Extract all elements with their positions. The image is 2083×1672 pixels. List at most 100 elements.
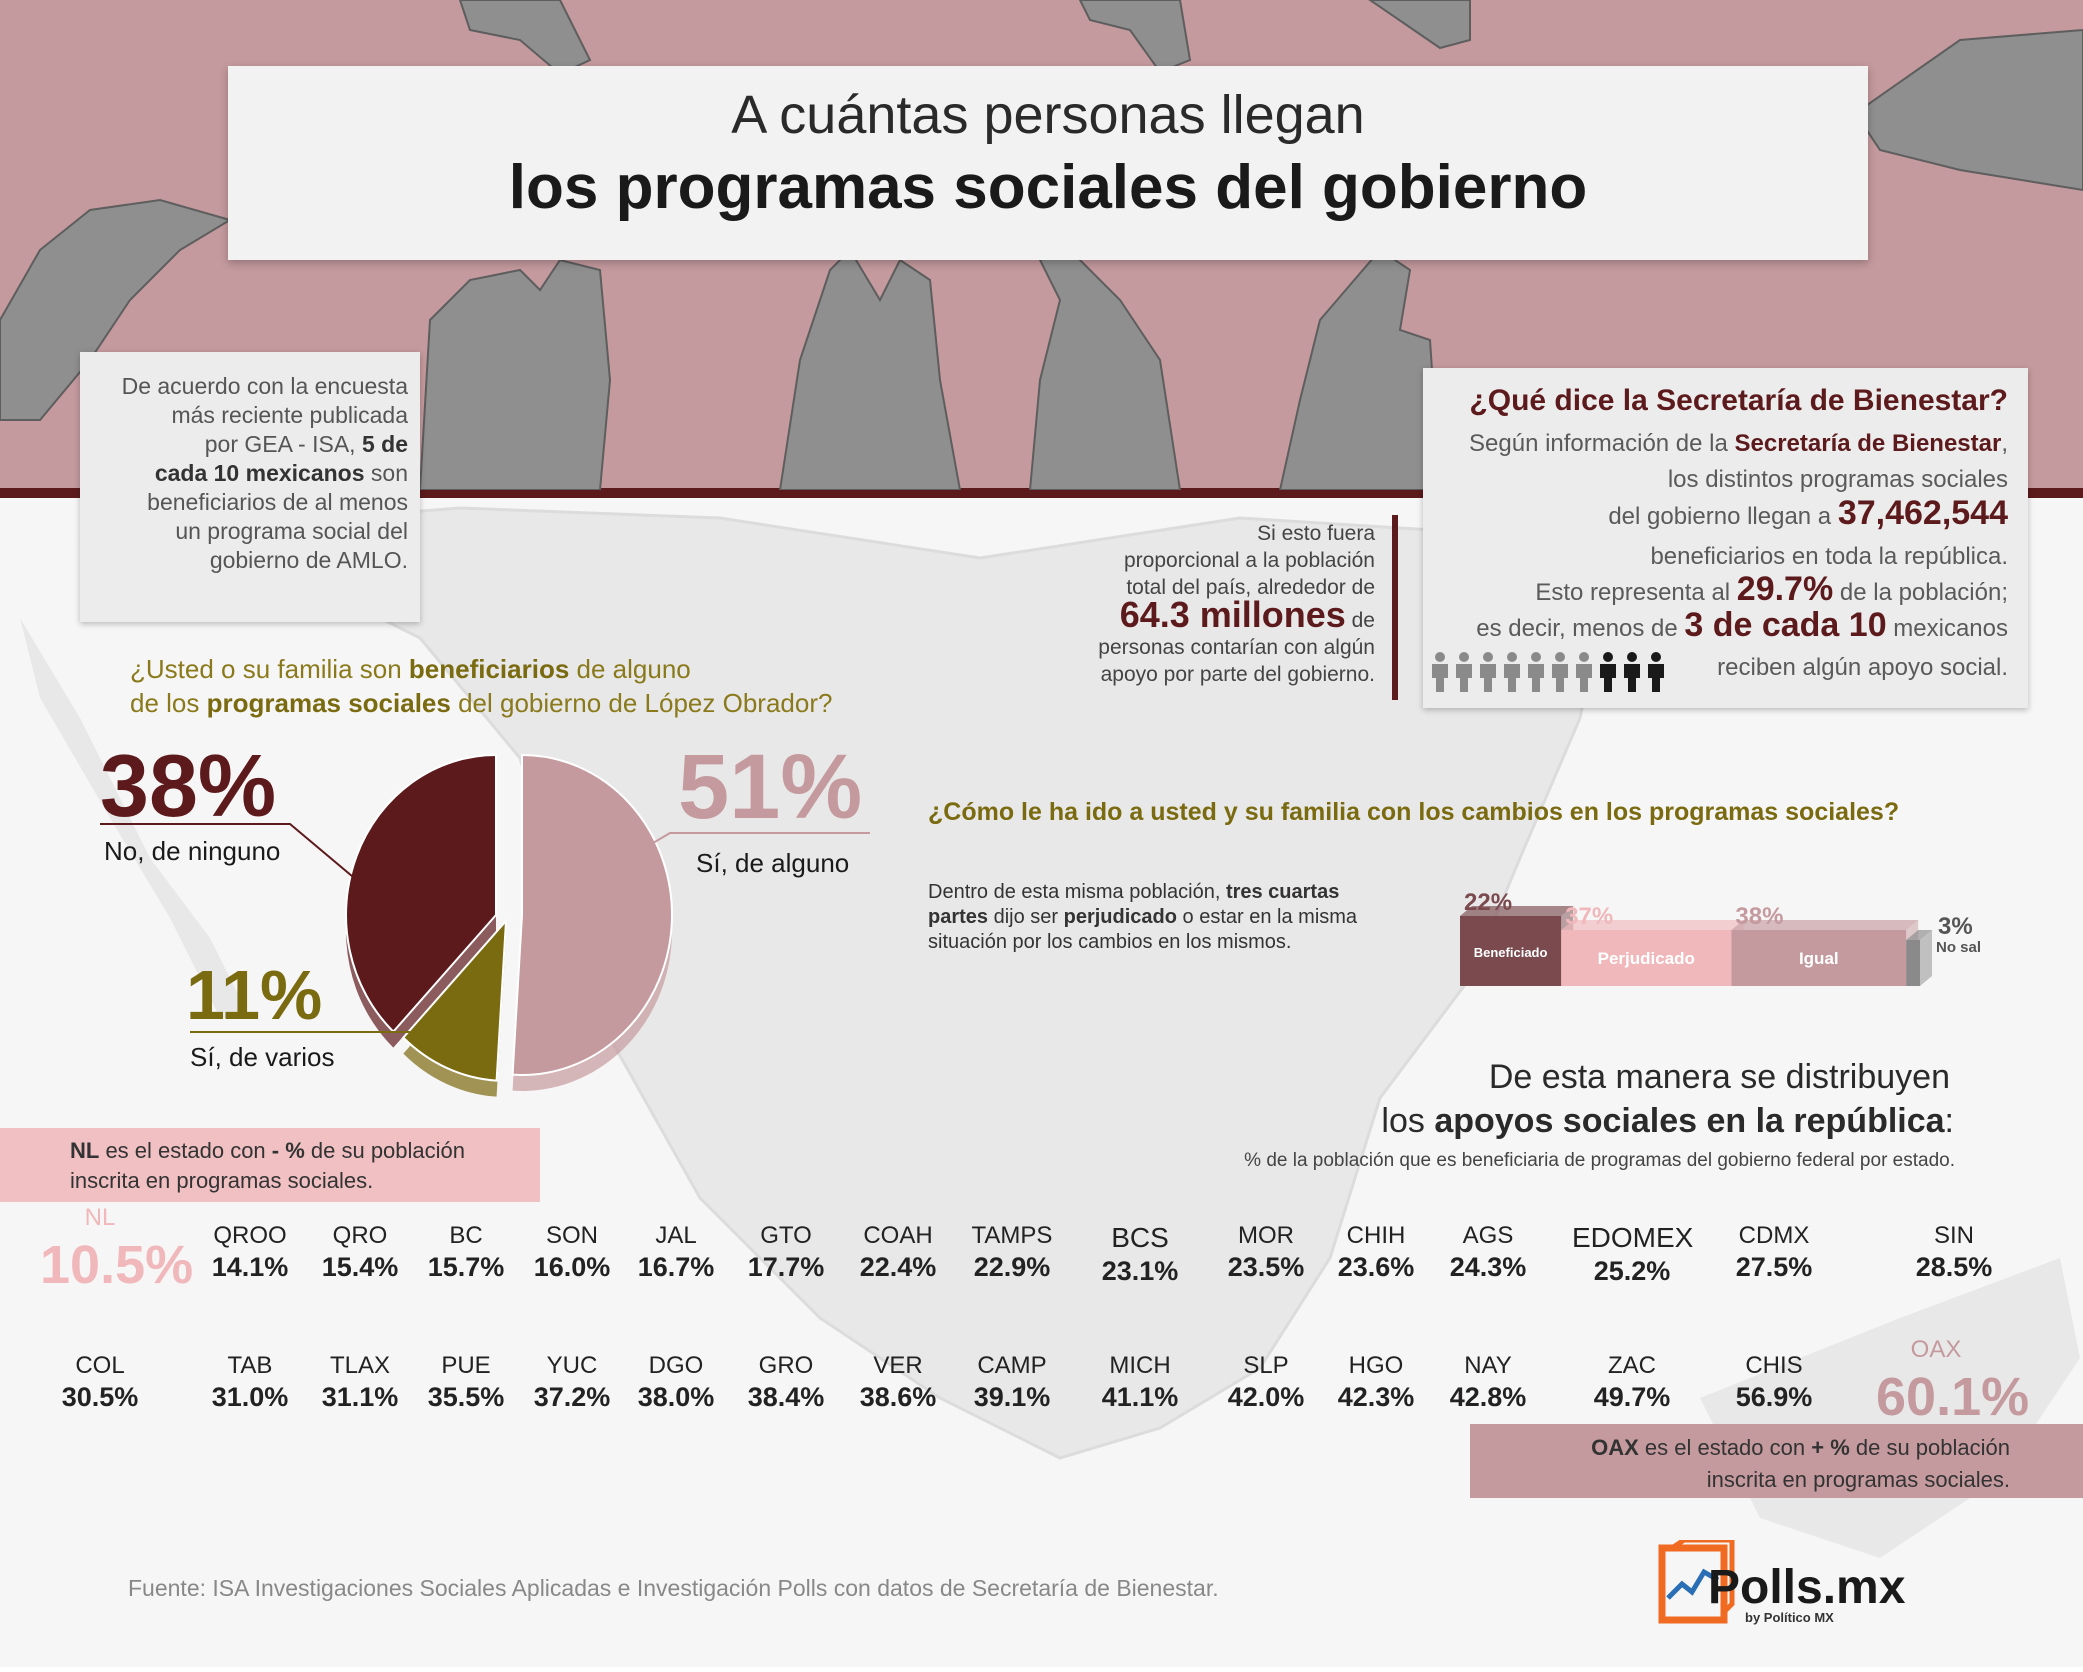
beneficiaries-count: 37,462,544 <box>1837 494 2008 532</box>
callout-line: inscrita en programas sociales. <box>1706 1467 2010 1492</box>
proportion-text-span: de <box>1345 609 1375 632</box>
question1-text: del gobierno de López Obrador? <box>450 688 833 718</box>
secretaria-line: reciben algún apoyo social. <box>1717 654 2008 681</box>
callout-text: es el estado con <box>99 1138 272 1163</box>
person-icon <box>1456 652 1472 692</box>
question2-line: partes dijo ser perjudicado o estar en l… <box>928 905 1398 930</box>
intro-line: por GEA - ISA, 5 de <box>80 430 408 459</box>
intro-text-span: por GEA - ISA, <box>204 431 362 457</box>
person-icon <box>1648 652 1664 692</box>
secretaria-line: Esto representa al 29.7% de la población… <box>1423 570 2008 609</box>
polls-logo-sub: by Político MX <box>1745 1610 1834 1625</box>
bar-segment-side <box>1920 930 1932 986</box>
proportion-line: proporcional a la población <box>1123 549 1375 572</box>
question1-text: ¿Usted o su familia son <box>130 654 409 684</box>
bar-segment-top <box>1561 920 1744 930</box>
bar-segment-top <box>1460 906 1574 916</box>
source-footer: Fuente: ISA Investigaciones Sociales Apl… <box>128 1575 1219 1601</box>
secretaria-line: beneficiarios en toda la república. <box>1650 543 2008 570</box>
callout-line: NL es el estado con - % de su población <box>70 1136 540 1166</box>
question1: ¿Usted o su familia son beneficiarios de… <box>130 652 930 720</box>
ratio-highlight: 3 de cada 10 <box>1684 606 1887 644</box>
callout-line: inscrita en programas sociales. <box>70 1168 374 1193</box>
bar-category-label: Beneficiado <box>1474 945 1548 960</box>
proportion-line: personas contarían con algún <box>1098 636 1375 659</box>
question2-text: o estar en la misma <box>1176 906 1358 928</box>
question2-highlight: perjudicado <box>1063 906 1177 928</box>
proportion-line: total del país, alrededor de <box>1126 576 1375 599</box>
secretaria-text: Esto representa al <box>1535 579 1737 606</box>
pie-category-label: Sí, de varios <box>190 1042 335 1072</box>
person-icon <box>1480 652 1496 692</box>
person-icon <box>1576 652 1592 692</box>
question1-highlight: programas sociales <box>206 688 451 718</box>
title-paper <box>228 66 1868 260</box>
intro-text: De acuerdo con la encuesta más reciente … <box>80 372 408 575</box>
pie-value-label: 11% <box>186 956 323 1034</box>
pie-category-label: No, de ninguno <box>104 836 281 866</box>
proportion-text: Si esto fuera proporcional a la població… <box>1040 520 1375 688</box>
proportion-line: apoyo por parte del gobierno. <box>1100 663 1375 686</box>
pie-leader-lines <box>100 823 870 1033</box>
proportion-line: Si esto fuera <box>1257 522 1375 545</box>
intro-line: beneficiarios de al menos <box>147 489 408 515</box>
callout-text: de su población <box>1849 1435 2010 1460</box>
question1-line: ¿Usted o su familia son beneficiarios de… <box>130 652 930 686</box>
question2-line: Dentro de esta misma población, tres cua… <box>928 880 1398 905</box>
proportion-accent-bar <box>1392 515 1398 700</box>
distribution-highlight: apoyos sociales en la república <box>1434 1102 1945 1140</box>
secretaria-text: Según información de la <box>1469 430 1735 457</box>
secretaria-text: , <box>2001 430 2008 457</box>
page-title-line2: los programas sociales del gobierno <box>508 153 1588 222</box>
bar-value-label: 22% <box>1464 889 1512 916</box>
question2-description: Dentro de esta misma población, tres cua… <box>928 880 1398 955</box>
callout-highlight: + % <box>1811 1435 1850 1460</box>
secretaria-text: de la población; <box>1833 579 2008 606</box>
question1-highlight: beneficiarios <box>408 654 570 684</box>
bar-value-label: 38% <box>1735 903 1783 930</box>
nl-callout-text: NL es el estado con - % de su población … <box>70 1136 540 1196</box>
question2-text: Dentro de esta misma población, <box>928 881 1226 903</box>
intro-card <box>80 352 420 622</box>
question1-text: de alguno <box>569 654 691 684</box>
intro-highlight: cada 10 mexicanos <box>154 460 365 486</box>
intro-text-span: son <box>364 460 408 486</box>
secretaria-title: ¿Qué dice la Secretaría de Bienestar? <box>1469 384 2008 417</box>
callout-highlight: - % <box>271 1138 305 1163</box>
question2-highlight: partes <box>928 906 989 928</box>
bar-segment <box>1561 930 1732 986</box>
question2-text: dijo ser <box>988 906 1064 928</box>
bar-segment-top <box>1731 920 1919 930</box>
proportion-highlight: 64.3 millones <box>1119 594 1346 635</box>
person-icon <box>1600 652 1616 692</box>
person-icon <box>1504 652 1520 692</box>
person-icon <box>1432 652 1448 692</box>
question1-text: de los <box>130 688 207 718</box>
bar-category-label: Perjudicado <box>1598 949 1695 968</box>
bar-segment <box>1460 916 1562 986</box>
callout-text: es el estado con <box>1638 1435 1812 1460</box>
hands-illustration <box>0 0 2083 490</box>
pie-slice <box>345 753 497 1034</box>
person-icon <box>1528 652 1544 692</box>
distribution-text: los <box>1381 1102 1435 1140</box>
pie-slice <box>511 753 674 1076</box>
proportion-line: 64.3 millones de <box>1040 597 1375 634</box>
distribution-text: : <box>1944 1102 1954 1140</box>
secretaria-line: los distintos programas sociales <box>1667 466 2008 493</box>
callout-text: de su población <box>304 1138 466 1163</box>
callout-state: OAX <box>1591 1435 1639 1460</box>
nl-callout-box <box>0 1128 540 1202</box>
secretaria-card <box>1423 368 2028 708</box>
callout-state: NL <box>70 1138 100 1163</box>
intro-highlight: 5 de <box>361 431 408 457</box>
pie-slice <box>401 918 508 1082</box>
question2-line: situación por los cambios en los mismos. <box>928 931 1292 953</box>
distribution-heading: De esta manera se distribuyen <box>1488 1058 1950 1096</box>
oax-callout-text: OAX es el estado con + % de su población… <box>1470 1432 2010 1496</box>
pie-value-label: 38% <box>100 736 277 835</box>
bar-category-label: No sabe <box>1936 939 1980 956</box>
distribution-subtitle: % de la población que es beneficiaria de… <box>1244 1150 1955 1171</box>
intro-line: gobierno de AMLO. <box>209 547 408 573</box>
polls-logo-icon <box>1658 1540 1735 1624</box>
